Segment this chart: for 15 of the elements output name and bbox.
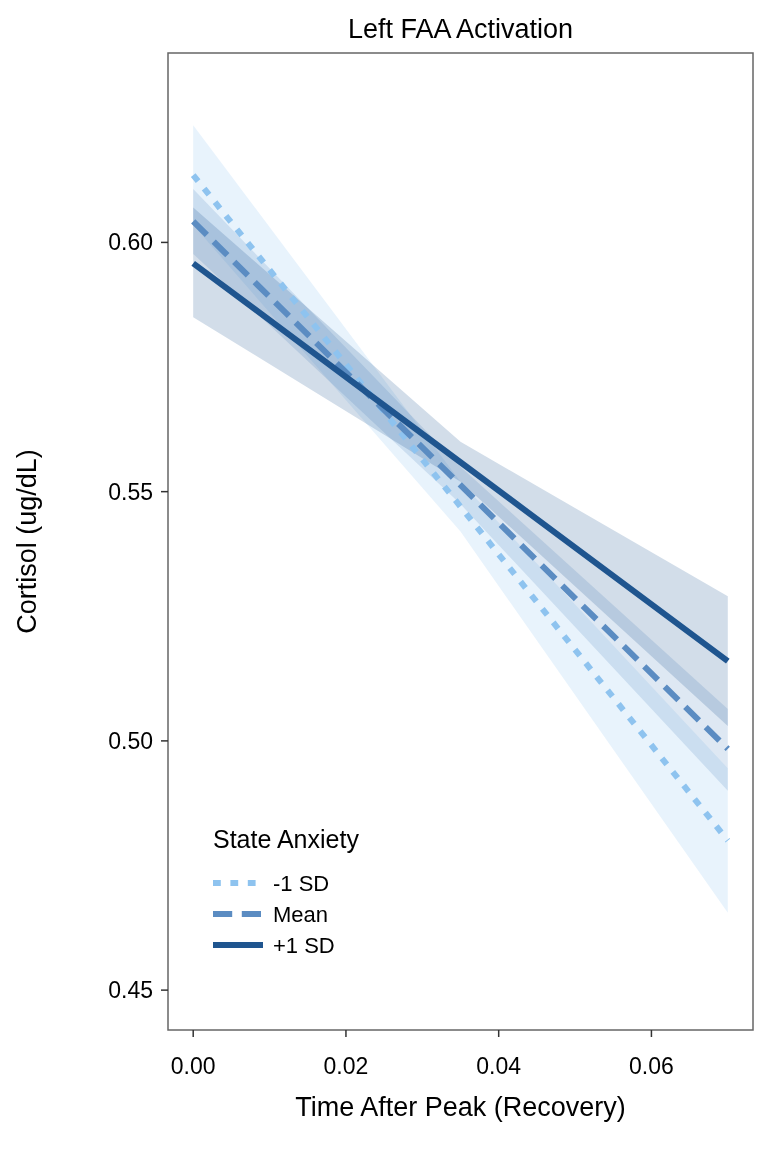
legend-label: Mean: [273, 902, 329, 927]
y-tick-label: 0.45: [108, 977, 153, 1004]
legend-label: +1 SD: [273, 933, 335, 958]
y-tick-label: 0.55: [108, 478, 153, 505]
x-tick-label: 0.02: [323, 1053, 369, 1079]
x-tick-label: 0.04: [476, 1053, 522, 1079]
y-axis-title: Cortisol (ug/dL): [12, 449, 42, 634]
x-tick-label: 0.00: [170, 1053, 216, 1079]
x-axis-title: Time After Peak (Recovery): [295, 1092, 626, 1122]
legend-label: -1 SD: [273, 871, 330, 896]
y-tick-label: 0.60: [108, 229, 153, 256]
y-tick-label: 0.50: [108, 727, 153, 754]
x-tick-label: 0.06: [629, 1053, 674, 1079]
legend-title: State Anxiety: [213, 825, 360, 853]
chart-title: Left FAA Activation: [347, 14, 574, 44]
